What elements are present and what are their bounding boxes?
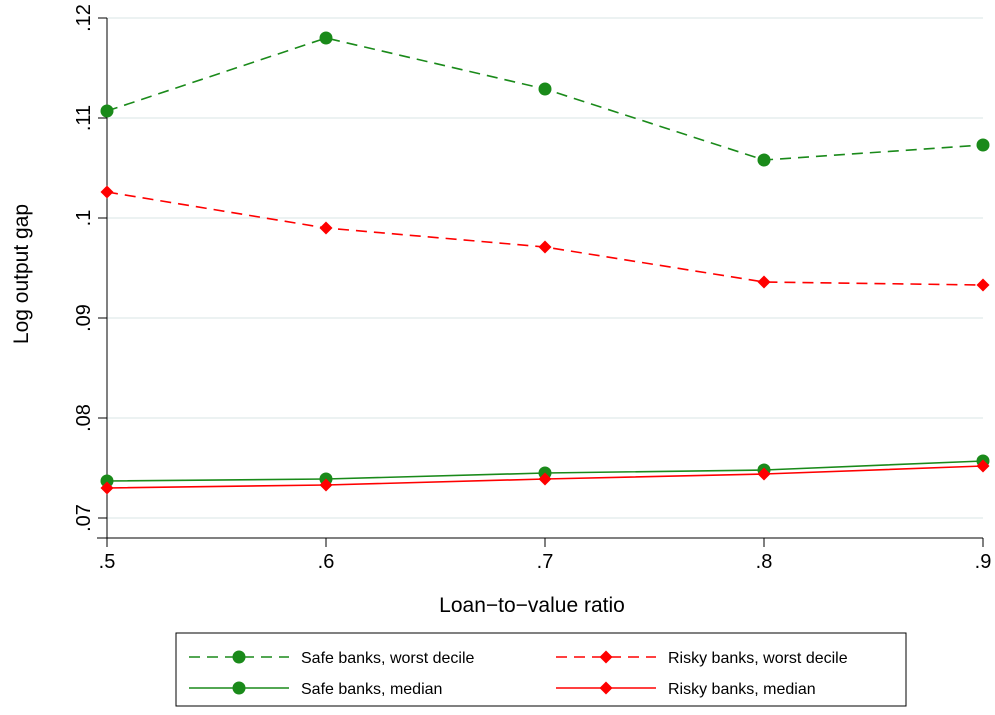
y-tick-label: .07	[73, 504, 95, 532]
data-point	[100, 474, 114, 488]
series-4	[100, 459, 990, 495]
data-point	[757, 467, 771, 481]
legend-swatch-marker	[232, 650, 246, 664]
data-point	[319, 221, 333, 235]
x-tick-label: .8	[756, 551, 773, 573]
y-tick-label: .1	[73, 210, 95, 227]
y-axis-title: Log output gap	[10, 204, 33, 344]
x-axis-title: Loan−to−value ratio	[439, 594, 625, 617]
legend-label: Safe banks, median	[301, 681, 442, 698]
legend-item: Safe banks, worst decile	[189, 650, 475, 667]
legend-label: Safe banks, worst decile	[301, 650, 475, 667]
data-point	[538, 240, 552, 254]
legend-label: Risky banks, worst decile	[668, 650, 848, 667]
legend-item: Risky banks, median	[556, 681, 816, 698]
legend-label: Risky banks, median	[668, 681, 816, 698]
data-point	[100, 481, 114, 495]
gridlines	[107, 17, 983, 519]
legend-box	[175, 632, 907, 707]
x-tick-label: .5	[99, 551, 116, 573]
data-point	[100, 185, 114, 199]
data-point	[319, 31, 333, 45]
series-layer	[100, 31, 990, 495]
y-tick-label: .12	[73, 4, 95, 32]
data-point	[100, 104, 114, 118]
x-tick-label: .7	[537, 551, 554, 573]
data-point	[976, 459, 990, 473]
data-point	[976, 138, 990, 152]
y-tick-label: .11	[73, 105, 95, 131]
y-tick-label: .08	[73, 404, 95, 432]
axis-ticks: .07 .08 .09 .1 .11 .12 .5 .6 .7 .8 .9	[73, 4, 991, 573]
series-2	[100, 185, 990, 292]
legend-item: Risky banks, worst decile	[556, 650, 848, 667]
data-point	[538, 472, 552, 486]
data-point	[976, 278, 990, 292]
x-tick-label: .9	[975, 551, 992, 573]
y-tick-label: .09	[73, 304, 95, 332]
series-line	[106, 37, 984, 161]
legend-item: Safe banks, median	[189, 681, 442, 698]
data-point	[538, 82, 552, 96]
data-point	[757, 153, 771, 167]
legend: Safe banks, worst decile Risky banks, wor…	[175, 632, 907, 707]
series-line	[106, 191, 984, 286]
legend-swatch-marker	[232, 681, 246, 695]
x-tick-label: .6	[318, 551, 335, 573]
legend-swatch-marker	[599, 681, 613, 695]
data-point	[319, 478, 333, 492]
series-1	[100, 31, 990, 167]
data-point	[757, 275, 771, 289]
legend-swatch-marker	[599, 650, 613, 664]
